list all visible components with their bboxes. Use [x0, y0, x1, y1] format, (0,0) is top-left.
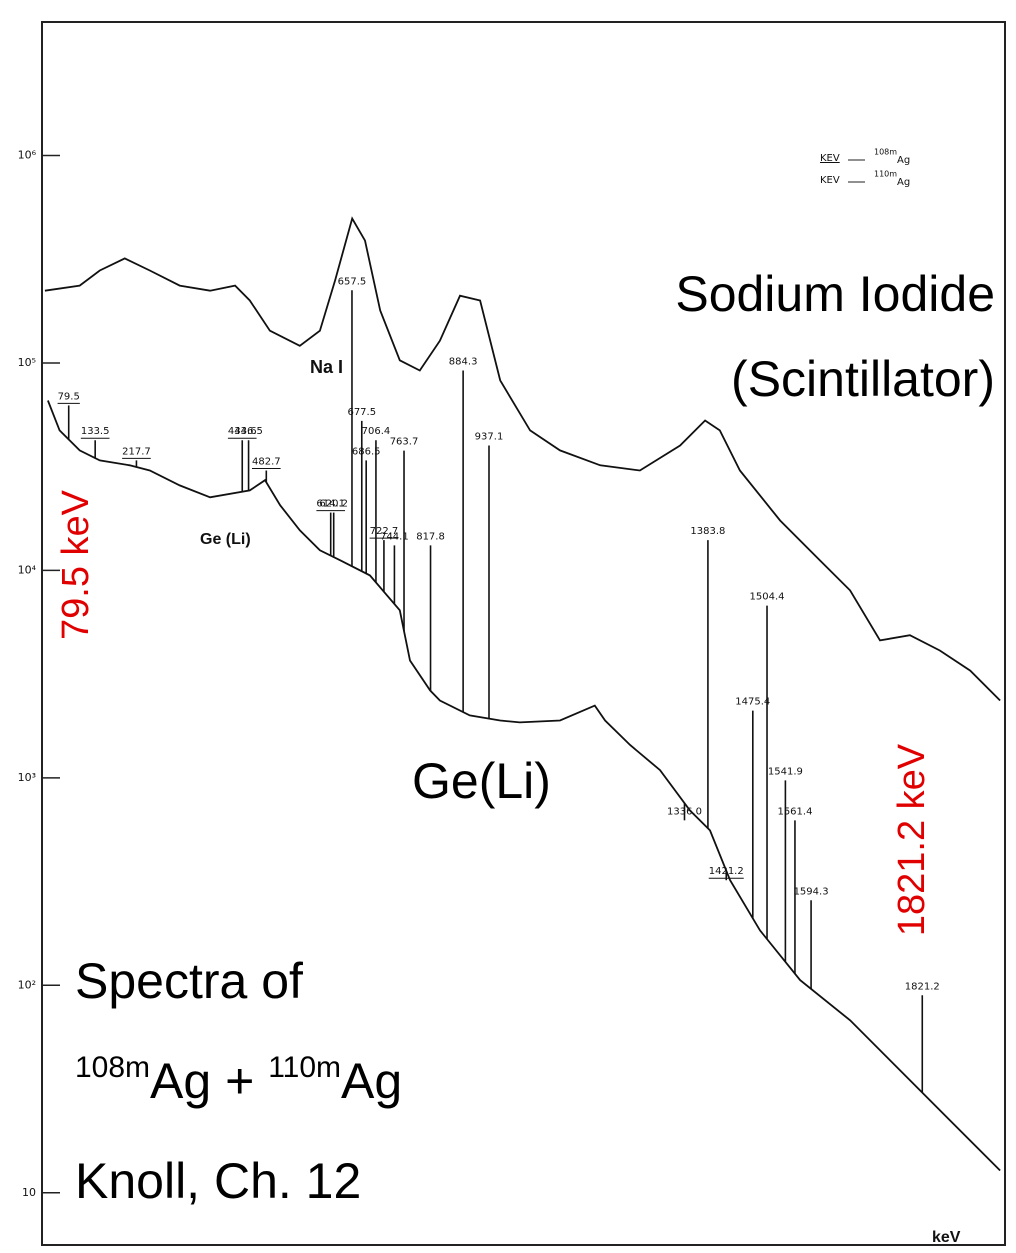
- series-label: Na I: [310, 357, 343, 377]
- red-annotation: 1821.2 keV: [891, 743, 933, 936]
- annotation: Spectra of: [75, 953, 303, 1009]
- series-line: [44, 216, 1001, 702]
- legend: KEV 108m Ag KEV 110m Ag: [820, 148, 910, 189]
- peak-label: 884.3: [449, 356, 478, 367]
- marks: 10 10² 10³ 10⁴ 10⁵ 10⁶ 79.5 133.5 217.7 433.6446.…: [18, 148, 1001, 1199]
- peak-label: 1821.2: [905, 981, 940, 992]
- legend-text: KEV: [820, 153, 840, 164]
- annotation-part: Ag +: [150, 1053, 268, 1109]
- red-annotation: 79.5 keV: [55, 489, 97, 640]
- annotation: Knoll, Ch. 12: [75, 1153, 361, 1209]
- peak-label: 79.5: [58, 391, 80, 402]
- legend-mass: 110m: [874, 170, 897, 179]
- plot-frame: [41, 21, 1006, 1246]
- peak-label: 217.7: [122, 446, 151, 457]
- series-line: [47, 400, 1001, 1172]
- peak-label: 937.1: [475, 431, 504, 442]
- peak-label: 1421.2: [709, 866, 744, 877]
- peak-label: 1475.4: [735, 697, 770, 708]
- peak-label: 744.1: [380, 531, 409, 542]
- annotation: 108mAg + 110mAg: [75, 1051, 402, 1109]
- y-tick-label: 10: [22, 1186, 36, 1199]
- peak-label: 686.5: [352, 446, 381, 457]
- legend-element: Ag: [897, 177, 910, 188]
- legend-text: KEV: [820, 175, 840, 186]
- y-tick-label: 10⁵: [18, 356, 36, 369]
- peak-label: 1383.8: [690, 526, 725, 537]
- peak-label: 722.7: [370, 526, 399, 537]
- annotation-part: 108m: [75, 1051, 150, 1084]
- peak-label: 446.5: [234, 426, 263, 437]
- peak-label: 133.5: [81, 426, 110, 437]
- peak-label: 614.1: [316, 499, 345, 510]
- peak-label: 706.4: [362, 426, 391, 437]
- peak-label: 482.7: [252, 457, 281, 468]
- annotation-part: Ag: [341, 1053, 402, 1109]
- annotation: Ge(Li): [412, 753, 551, 809]
- y-tick-label: 10³: [18, 771, 36, 784]
- legend-element: Ag: [897, 155, 910, 166]
- peak-label: 620.2: [319, 499, 348, 510]
- peak-label: 677.5: [347, 407, 376, 418]
- peak-label: 1541.9: [768, 766, 803, 777]
- peak-label: 1561.4: [777, 806, 812, 817]
- peak-label: 1594.3: [794, 886, 829, 897]
- annotation: Sodium Iodide: [675, 266, 995, 322]
- peak-label: 657.5: [338, 276, 367, 287]
- series-label: Ge (Li): [200, 531, 251, 548]
- y-tick-label: 10²: [18, 978, 36, 991]
- peak-label: 1336.0: [667, 806, 702, 817]
- annotation-part: 110m: [268, 1051, 341, 1084]
- peak-label: 763.7: [390, 437, 419, 448]
- y-tick-label: 10⁶: [18, 148, 37, 161]
- y-tick-label: 10⁴: [18, 563, 37, 576]
- annotation: (Scintillator): [731, 351, 995, 407]
- legend-mass: 108m: [874, 148, 897, 157]
- peak-label: 817.8: [416, 531, 445, 542]
- peak-label: 433.6: [228, 426, 257, 437]
- peak-label: 1504.4: [750, 592, 785, 603]
- x-axis-label: keV: [932, 1229, 961, 1246]
